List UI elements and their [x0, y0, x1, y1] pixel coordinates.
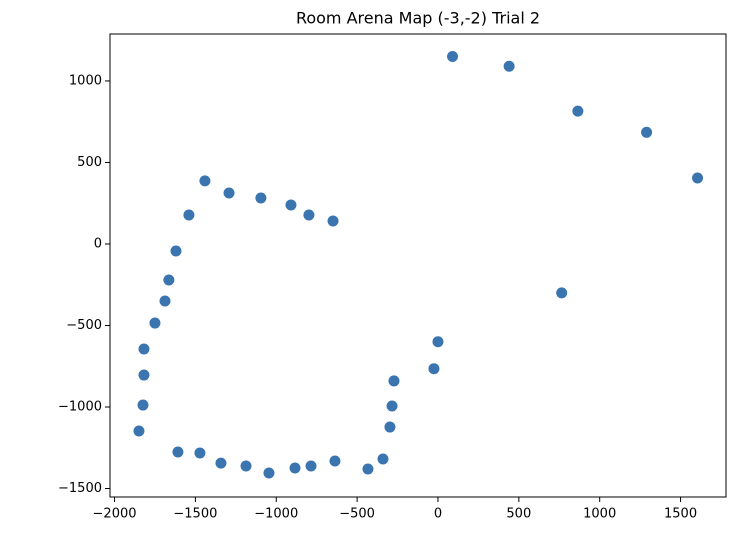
point — [572, 105, 584, 117]
point — [199, 175, 211, 187]
y-tick-label: 0 — [94, 236, 102, 251]
point — [329, 455, 341, 467]
point — [388, 375, 400, 387]
point — [289, 462, 301, 474]
point — [362, 463, 374, 475]
point — [240, 460, 252, 472]
point — [303, 209, 315, 221]
point — [170, 245, 182, 257]
point — [263, 467, 275, 479]
point — [215, 457, 227, 469]
point — [377, 453, 389, 465]
point — [305, 460, 317, 472]
point — [137, 399, 149, 411]
point — [163, 274, 175, 286]
point — [386, 400, 398, 412]
y-tick-label: 500 — [77, 155, 102, 170]
point — [327, 215, 339, 227]
x-tick-label: −1500 — [173, 507, 217, 522]
y-tick-label: −1000 — [58, 400, 102, 415]
point — [172, 446, 184, 458]
point — [194, 447, 206, 459]
point — [138, 343, 150, 355]
point — [285, 199, 297, 211]
point — [149, 317, 161, 329]
point — [255, 192, 267, 204]
point — [432, 336, 444, 348]
point — [133, 425, 145, 437]
chart-title: Room Arena Map (-3,-2) Trial 2 — [296, 9, 540, 28]
y-tick-label: −500 — [66, 318, 102, 333]
x-tick-label: −500 — [339, 507, 375, 522]
point — [556, 287, 568, 299]
x-tick-label: 1500 — [664, 507, 697, 522]
point — [223, 187, 235, 199]
point — [159, 295, 171, 307]
y-tick-label: −1500 — [58, 481, 102, 496]
point — [692, 172, 704, 184]
x-tick-label: 1000 — [583, 507, 616, 522]
point — [384, 421, 396, 433]
point — [447, 50, 459, 62]
x-tick-label: 0 — [434, 507, 442, 522]
y-tick-label: 1000 — [69, 73, 102, 88]
x-tick-label: −2000 — [93, 507, 137, 522]
point — [183, 209, 195, 221]
plot-frame — [109, 33, 727, 498]
x-tick-label: −1000 — [254, 507, 298, 522]
point — [138, 369, 150, 381]
point — [641, 126, 653, 138]
point — [503, 60, 515, 72]
point — [428, 363, 440, 375]
x-tick-label: 500 — [506, 507, 531, 522]
